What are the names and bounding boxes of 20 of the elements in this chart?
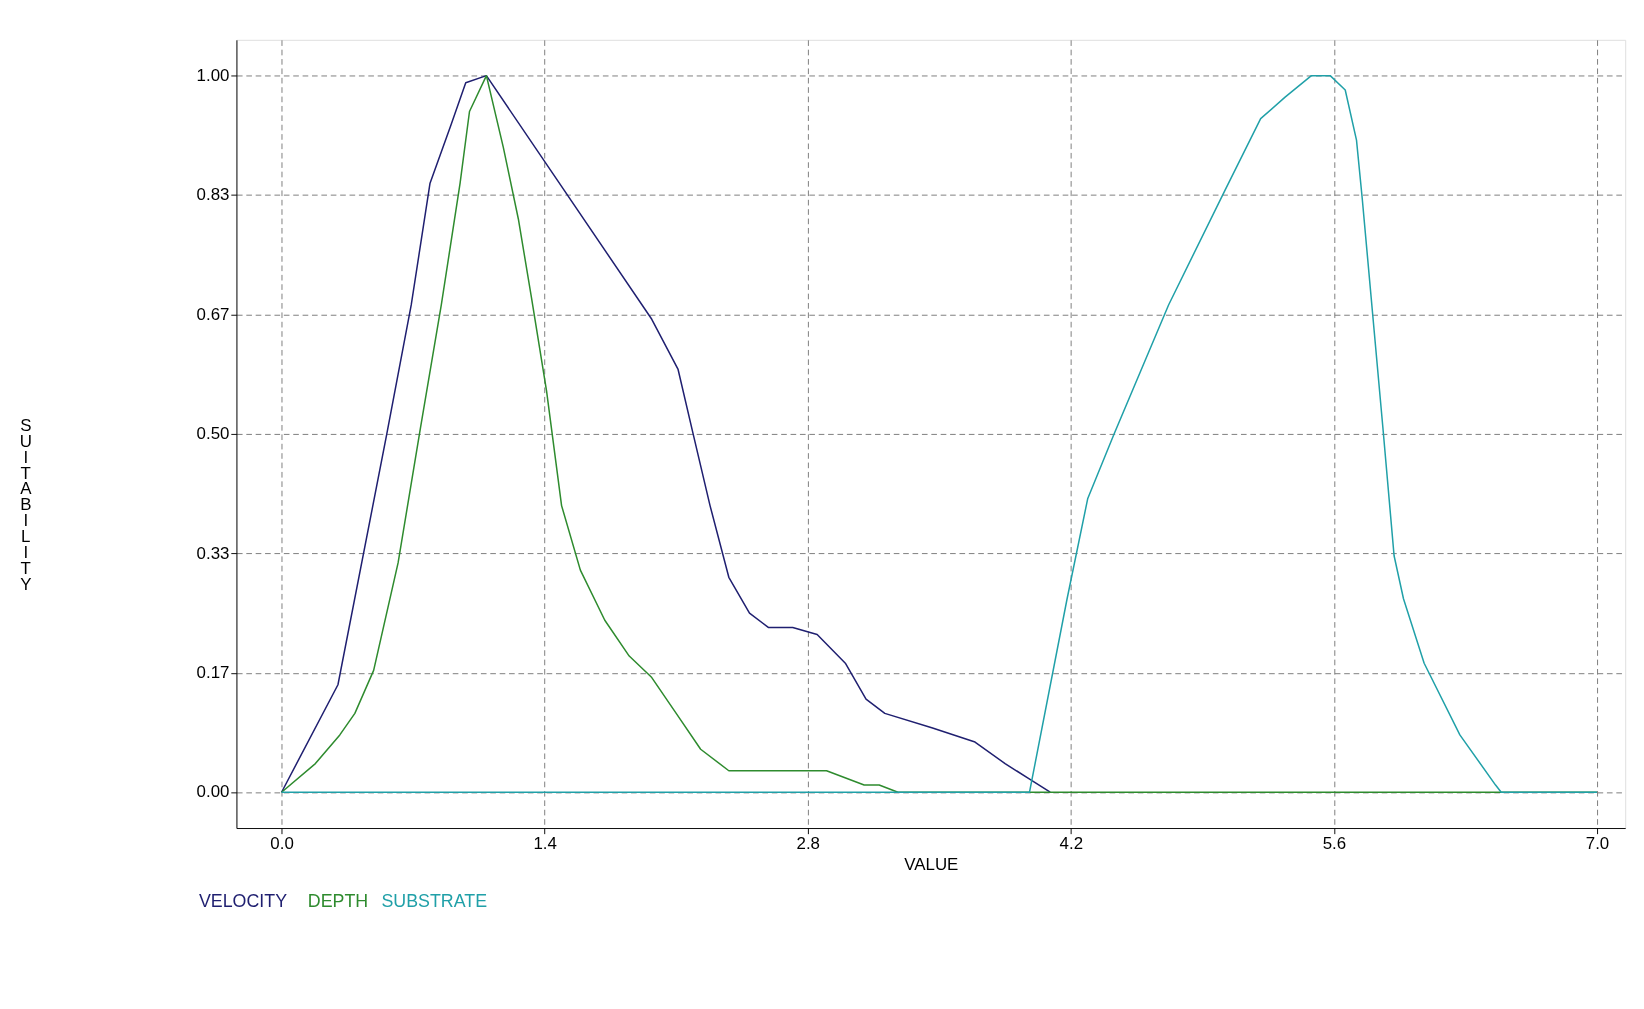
text: SUITABILITY (19, 415, 32, 595)
text: DEPTH (307, 890, 369, 911)
line-series (280, 74, 1598, 793)
line-series (280, 74, 1051, 793)
text: SUBSTRATE (381, 890, 488, 911)
y-tick-label: 0.17 (196, 662, 230, 682)
x-tick-label: 4.2 (1059, 834, 1084, 854)
x-tick-label: 7.0 (1585, 834, 1610, 854)
y-tick-label: 0.00 (196, 782, 230, 802)
x-tick-label: 1.4 (533, 834, 557, 854)
y-tick-label: 0.33 (196, 543, 230, 563)
x-tick-label: 2.8 (796, 834, 820, 854)
x-axis-title: VALUE (904, 854, 959, 874)
x-tick-label: 0.0 (270, 834, 294, 854)
y-tick-label: 1.00 (196, 65, 230, 85)
y-tick-label: 0.67 (196, 304, 230, 324)
text: VELOCITY (198, 890, 288, 911)
y-tick-label: 0.83 (196, 185, 230, 205)
y-tick-label: 0.50 (196, 424, 230, 444)
x-tick-label: 5.6 (1322, 834, 1347, 854)
